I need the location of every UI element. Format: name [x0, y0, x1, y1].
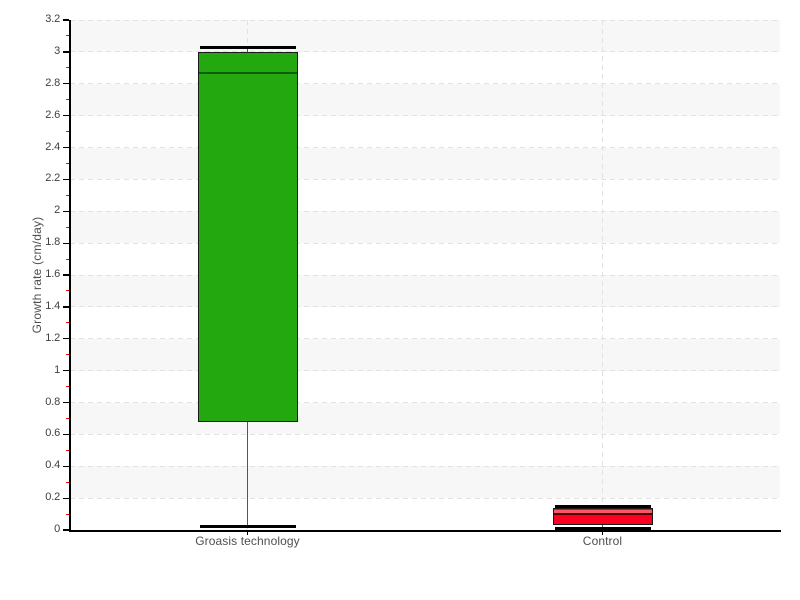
y-major-tick [63, 338, 69, 340]
y-tick-label: 0.4 [45, 459, 60, 472]
y-minor-tick [65, 354, 69, 356]
y-minor-tick [65, 35, 69, 37]
whisker-cap-min [554, 526, 651, 530]
y-tick-label: 0 [54, 523, 60, 535]
h-gridline [70, 465, 780, 467]
y-major-tick [63, 306, 69, 308]
h-gridline [70, 370, 780, 372]
h-gridline [70, 402, 780, 403]
plot-band [70, 211, 780, 244]
y-minor-tick [65, 386, 69, 388]
plot-band [70, 306, 780, 339]
h-gridline [70, 147, 780, 148]
plot-band [70, 243, 780, 275]
y-minor-tick [65, 417, 69, 419]
y-tick-label: 3 [54, 44, 60, 57]
plot-band [70, 338, 780, 371]
plot-band [70, 179, 780, 212]
y-tick-label: 1.2 [45, 331, 60, 344]
h-gridline [70, 433, 780, 435]
plot-band [70, 370, 780, 403]
h-gridline [70, 51, 780, 53]
y-tick-label: 0.2 [45, 491, 60, 504]
y-minor-tick [65, 290, 69, 292]
h-gridline [70, 497, 780, 499]
plot-band [70, 275, 780, 307]
h-gridline [70, 306, 780, 308]
y-major-tick [63, 529, 69, 531]
y-minor-tick [65, 162, 69, 164]
y-major-tick [63, 178, 69, 181]
plot-band [70, 434, 780, 467]
h-gridline [70, 178, 780, 180]
whisker-cap-max [199, 45, 296, 49]
y-major-tick [63, 210, 69, 212]
y-tick-label: 2.6 [45, 108, 60, 121]
median-line [553, 513, 652, 516]
plot-band [70, 20, 780, 52]
whisker-cap-max [554, 504, 651, 508]
y-major-tick [63, 401, 69, 404]
y-minor-tick [65, 481, 69, 483]
y-major-tick [63, 242, 69, 244]
y-major-tick [63, 146, 69, 149]
h-gridline [70, 274, 780, 276]
y-tick-label: 1.6 [45, 268, 60, 280]
plot-band [70, 115, 780, 148]
plot-band [70, 466, 780, 499]
box [552, 507, 653, 526]
y-major-tick [63, 433, 69, 436]
y-tick-label: 2 [54, 204, 60, 217]
x-category-label: Groasis technology [195, 534, 300, 548]
v-gridline [602, 20, 603, 530]
h-gridline [70, 242, 780, 244]
y-tick-label: 1.4 [45, 299, 60, 312]
y-tick-label: 2.4 [45, 140, 60, 153]
y-major-tick [63, 465, 69, 467]
box [197, 51, 298, 422]
x-category-tick [247, 531, 248, 535]
y-minor-tick [65, 513, 69, 515]
whisker-cap-min [199, 525, 296, 529]
y-major-tick [63, 497, 69, 499]
y-minor-tick [65, 99, 69, 101]
y-tick-label: 1 [54, 363, 60, 376]
y-major-tick [63, 19, 69, 21]
plot-band [70, 498, 780, 530]
y-tick-label: 0.6 [45, 427, 60, 440]
h-gridline [70, 115, 780, 117]
y-tick-label: 2.8 [45, 76, 60, 89]
y-minor-tick [65, 258, 69, 260]
plot-band [70, 147, 780, 180]
plot-band [70, 402, 780, 435]
x-category-label: Control [582, 534, 623, 548]
y-major-tick [63, 370, 69, 372]
y-axis-line [69, 20, 71, 531]
y-minor-tick [65, 322, 69, 324]
y-major-tick [63, 83, 69, 85]
y-minor-tick [65, 449, 69, 451]
y-tick-label: 2.2 [45, 172, 60, 185]
h-gridline [70, 83, 780, 85]
y-minor-tick [65, 67, 69, 69]
y-tick-label: 1.8 [45, 236, 60, 249]
plot-band [70, 83, 780, 116]
y-minor-tick [65, 226, 69, 228]
h-gridline [70, 338, 780, 340]
y-tick-label: 3.2 [45, 13, 60, 25]
y-major-tick [63, 274, 69, 276]
h-gridline [70, 19, 780, 21]
y-major-tick [63, 51, 69, 53]
x-category-tick [602, 531, 603, 535]
median-line [198, 71, 297, 74]
y-major-tick [63, 115, 69, 117]
plot-band [70, 51, 780, 84]
x-axis-line [69, 529, 781, 532]
h-gridline [70, 210, 780, 212]
y-minor-tick [65, 194, 69, 196]
y-minor-tick [65, 131, 69, 133]
y-tick-label: 0.8 [45, 395, 60, 408]
